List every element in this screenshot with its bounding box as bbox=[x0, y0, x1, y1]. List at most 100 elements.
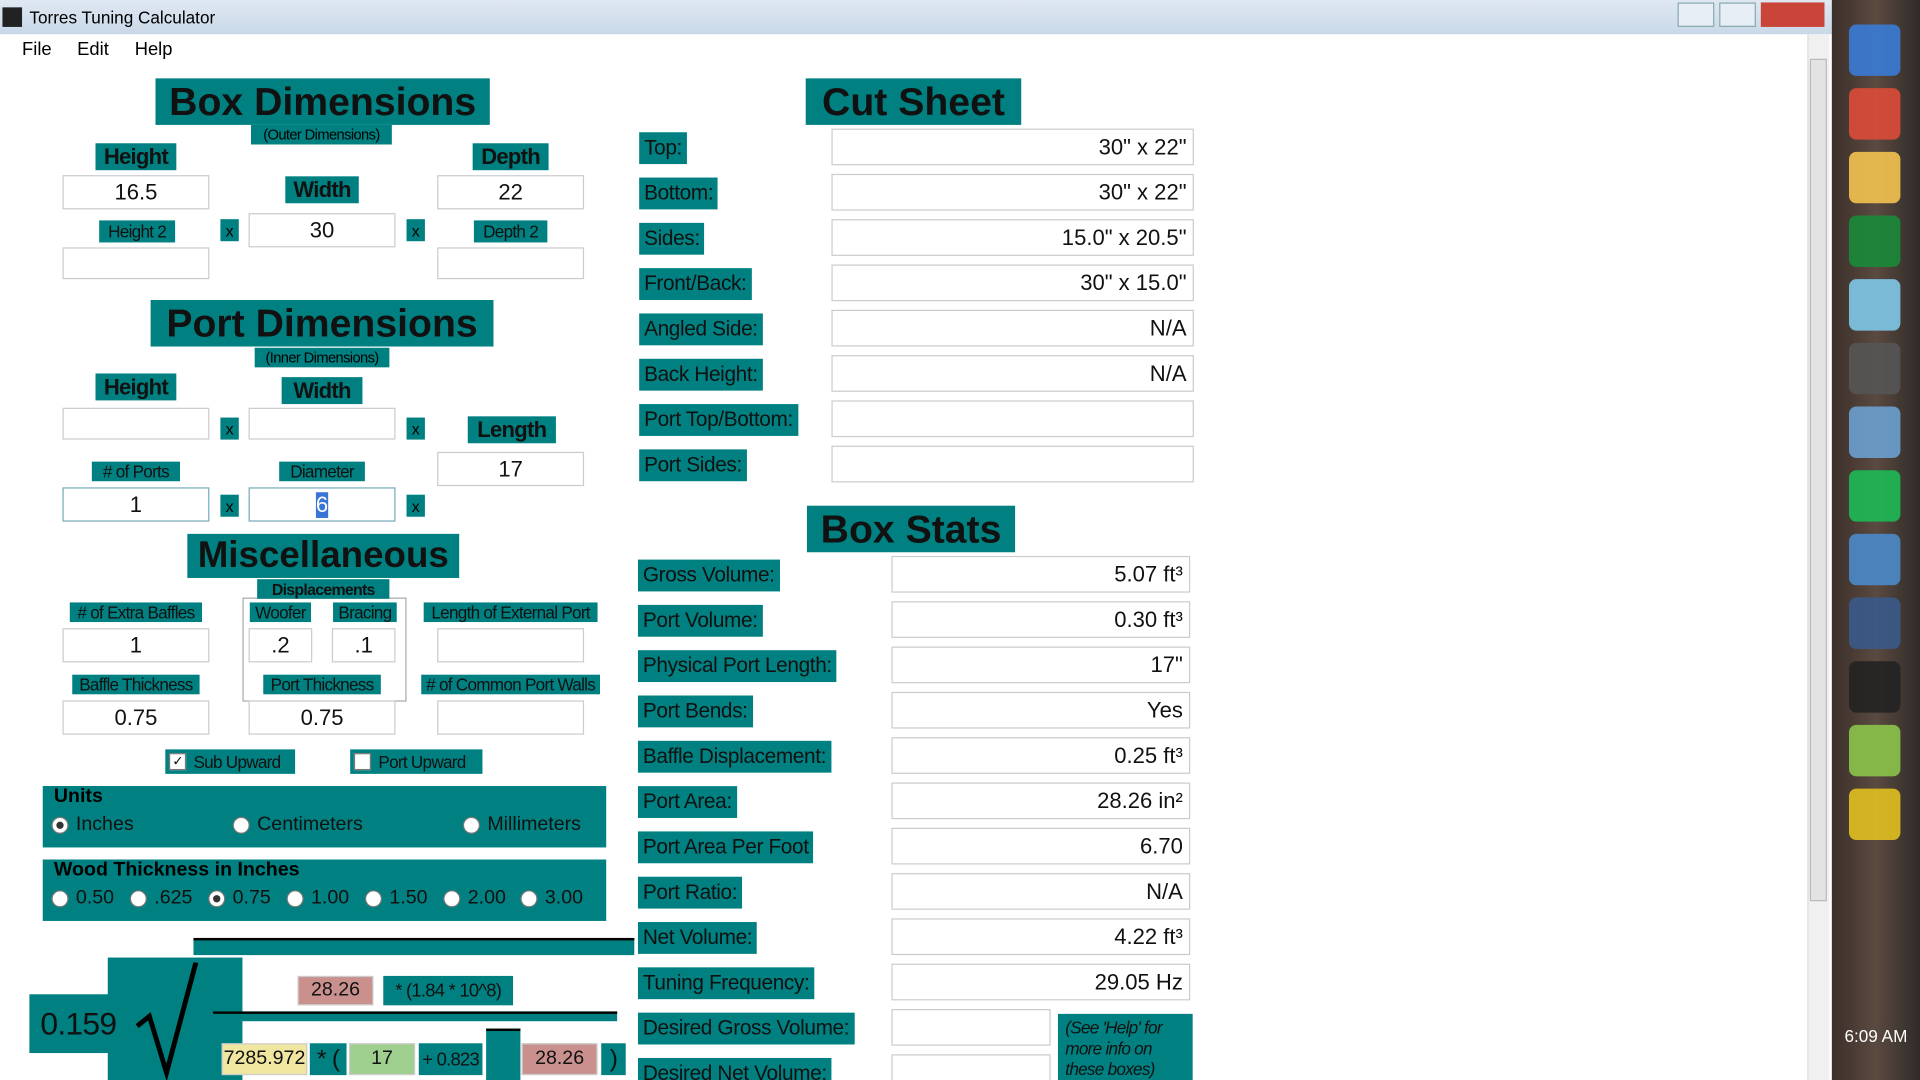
row-value: 30" x 22" bbox=[831, 173, 1194, 211]
input[interactable] bbox=[891, 1054, 1051, 1080]
radio[interactable]: 0.50 bbox=[51, 887, 114, 911]
taskbar-icon[interactable] bbox=[1848, 406, 1901, 458]
taskbar-icon[interactable] bbox=[1848, 151, 1901, 204]
radio-dot[interactable] bbox=[364, 890, 383, 908]
text: 30" x 15.0" bbox=[1080, 270, 1187, 295]
close-button[interactable] bbox=[1760, 2, 1825, 27]
radio-dot[interactable] bbox=[232, 816, 250, 834]
radio-dot[interactable] bbox=[462, 816, 481, 834]
radio-dot[interactable] bbox=[129, 890, 147, 908]
taskbar-icon[interactable] bbox=[1848, 470, 1901, 522]
text: Miscellaneous bbox=[197, 535, 449, 576]
text: Box Dimensions bbox=[169, 78, 477, 124]
input[interactable] bbox=[62, 247, 210, 280]
text: 28.26 bbox=[310, 979, 361, 1001]
radio-dot[interactable] bbox=[520, 890, 538, 908]
text: Help bbox=[134, 39, 173, 61]
times-sign: x bbox=[406, 219, 425, 242]
taskbar-icon[interactable] bbox=[1848, 342, 1901, 395]
minimize-button[interactable] bbox=[1677, 2, 1715, 27]
checkbox[interactable]: ✓ Sub Upward bbox=[165, 749, 296, 774]
radio-dot[interactable] bbox=[51, 816, 69, 834]
radio[interactable]: 1.50 bbox=[364, 887, 428, 911]
taskbar-icon[interactable] bbox=[1848, 24, 1901, 76]
input[interactable]: 30 bbox=[248, 213, 396, 248]
radio[interactable]: Millimeters bbox=[462, 813, 581, 837]
radio-label: Millimeters bbox=[487, 814, 581, 836]
input[interactable]: 0.75 bbox=[248, 700, 396, 735]
input[interactable]: 17 bbox=[437, 451, 585, 487]
taskbar-icon[interactable] bbox=[1848, 661, 1901, 713]
input[interactable]: 1 bbox=[62, 628, 210, 663]
row-value: 0.30 ft³ bbox=[891, 601, 1191, 638]
text: + 0.823 bbox=[422, 1048, 479, 1070]
section-title: Cut Sheet bbox=[805, 78, 1022, 125]
input[interactable] bbox=[437, 247, 585, 280]
input[interactable]: .1 bbox=[331, 628, 396, 663]
menu-item[interactable]: Edit bbox=[77, 39, 109, 60]
radio[interactable]: 3.00 bbox=[520, 887, 583, 911]
radio-dot[interactable] bbox=[51, 890, 69, 908]
input[interactable]: 22 bbox=[437, 175, 585, 210]
text: 29.05 Hz bbox=[1094, 969, 1183, 994]
text: Desired Gross Volume: bbox=[642, 1016, 850, 1040]
value-box: 7285.972 bbox=[221, 1043, 308, 1076]
radio[interactable]: 2.00 bbox=[443, 887, 506, 911]
radio[interactable]: Centimeters bbox=[232, 813, 363, 837]
taskbar-icon[interactable] bbox=[1848, 215, 1901, 267]
radio[interactable]: 0.75 bbox=[208, 887, 271, 911]
text: Wood Thickness in Inches bbox=[53, 859, 300, 881]
radio[interactable]: Inches bbox=[51, 813, 134, 837]
input[interactable]: 16.5 bbox=[62, 175, 210, 210]
radio-dot[interactable] bbox=[443, 890, 461, 908]
text: x bbox=[411, 496, 420, 515]
radio-label: Centimeters bbox=[257, 814, 363, 836]
text: Sides: bbox=[644, 226, 700, 250]
input[interactable]: 1 bbox=[62, 487, 210, 522]
taskbar-icon[interactable] bbox=[1848, 724, 1901, 777]
radio-label: .625 bbox=[154, 887, 193, 909]
input[interactable]: .2 bbox=[248, 628, 313, 663]
section-title: Port Dimensions bbox=[150, 300, 494, 347]
taskbar-icon[interactable] bbox=[1848, 88, 1901, 140]
menu-item[interactable]: Help bbox=[135, 39, 173, 60]
label: Depth bbox=[472, 143, 549, 171]
value-box: 28.26 bbox=[521, 1043, 598, 1076]
input[interactable] bbox=[891, 1008, 1051, 1046]
input[interactable] bbox=[248, 407, 396, 440]
input[interactable] bbox=[62, 407, 210, 440]
checkbox-box[interactable] bbox=[353, 753, 372, 771]
row-value: 30" x 22" bbox=[831, 128, 1194, 166]
text: 28.26 in² bbox=[1097, 787, 1183, 813]
checkbox[interactable]: Port Upward bbox=[350, 749, 483, 774]
taskbar-icon[interactable] bbox=[1848, 597, 1901, 649]
taskbar-icon[interactable] bbox=[1848, 788, 1901, 841]
label: # of Ports bbox=[91, 461, 181, 482]
input[interactable]: 0.75 bbox=[62, 700, 210, 735]
taskbar-icon[interactable] bbox=[1848, 533, 1901, 586]
text: Top: bbox=[644, 135, 682, 160]
input[interactable] bbox=[437, 628, 585, 663]
text: Bracing bbox=[338, 602, 392, 623]
text: Port Area: bbox=[642, 789, 732, 814]
text: # of Ports bbox=[102, 461, 170, 482]
taskbar-icon[interactable] bbox=[1848, 279, 1901, 331]
text: 7285.972 bbox=[223, 1048, 306, 1069]
radio-dot[interactable] bbox=[286, 890, 304, 908]
row-label: Port Area Per Foot bbox=[637, 831, 814, 864]
radio[interactable]: .625 bbox=[129, 887, 193, 911]
text: 16.5 bbox=[114, 179, 158, 204]
radio[interactable]: 1.00 bbox=[286, 887, 349, 911]
row-label: Angled Side: bbox=[639, 313, 763, 346]
checkbox-label: Sub Upward bbox=[193, 751, 281, 772]
checkbox-box[interactable]: ✓ bbox=[168, 753, 187, 771]
input[interactable] bbox=[437, 700, 585, 735]
text: Baffle Thickness bbox=[79, 674, 193, 695]
text: x bbox=[225, 221, 234, 240]
text: Yes bbox=[1146, 697, 1183, 722]
scroll-thumb[interactable] bbox=[1809, 58, 1827, 902]
input[interactable]: 6 bbox=[248, 487, 396, 522]
radio-dot[interactable] bbox=[208, 890, 226, 908]
maximize-button[interactable] bbox=[1719, 2, 1756, 27]
menu-item[interactable]: File bbox=[22, 39, 52, 60]
